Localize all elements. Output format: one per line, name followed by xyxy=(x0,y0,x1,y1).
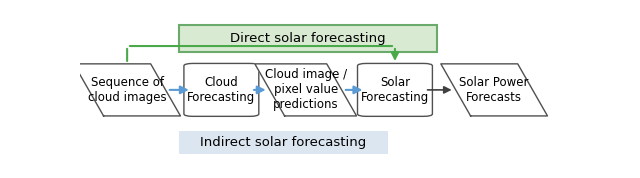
Text: Cloud image /
pixel value
predictions: Cloud image / pixel value predictions xyxy=(264,68,347,111)
Text: Sequence of
cloud images: Sequence of cloud images xyxy=(88,76,166,104)
Text: Solar
Forecasting: Solar Forecasting xyxy=(361,76,429,104)
Polygon shape xyxy=(74,64,180,116)
Text: Solar Power
Forecasts: Solar Power Forecasts xyxy=(460,76,529,104)
Polygon shape xyxy=(441,64,547,116)
Text: Cloud
Forecasting: Cloud Forecasting xyxy=(188,76,255,104)
FancyBboxPatch shape xyxy=(179,25,437,51)
Text: Indirect solar forecasting: Indirect solar forecasting xyxy=(200,136,367,149)
FancyBboxPatch shape xyxy=(184,63,259,116)
FancyBboxPatch shape xyxy=(358,63,433,116)
Text: Direct solar forecasting: Direct solar forecasting xyxy=(230,32,386,45)
FancyBboxPatch shape xyxy=(179,131,388,154)
Polygon shape xyxy=(255,64,356,116)
